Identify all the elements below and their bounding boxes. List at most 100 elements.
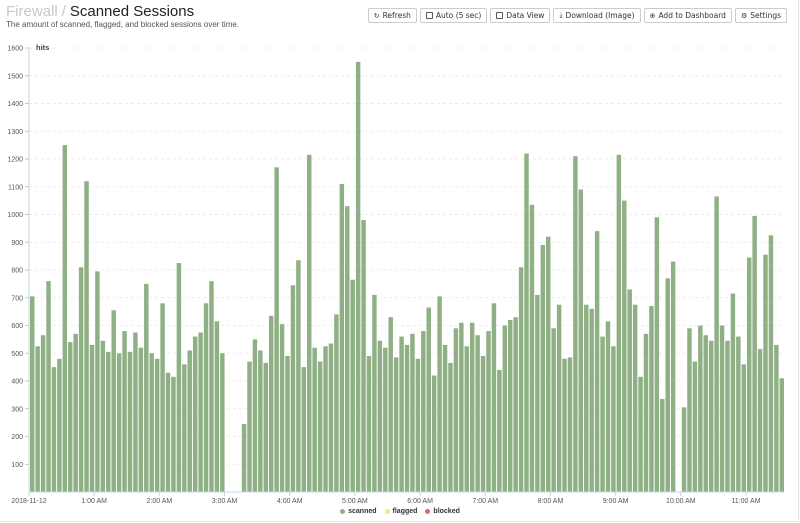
- bar[interactable]: [757, 349, 763, 492]
- bar[interactable]: [719, 325, 725, 493]
- bar[interactable]: [62, 145, 68, 492]
- bar[interactable]: [605, 321, 611, 492]
- bar[interactable]: [410, 333, 415, 492]
- bar[interactable]: [187, 350, 192, 492]
- bar[interactable]: [209, 281, 214, 492]
- refresh-button[interactable]: ↻ Refresh: [367, 8, 417, 23]
- bar[interactable]: [203, 303, 209, 492]
- bar[interactable]: [546, 236, 551, 492]
- bar[interactable]: [317, 361, 323, 492]
- bar[interactable]: [692, 361, 698, 492]
- bar[interactable]: [339, 183, 345, 492]
- bar[interactable]: [448, 362, 453, 492]
- bar[interactable]: [160, 303, 165, 492]
- bar[interactable]: [600, 336, 605, 492]
- bar[interactable]: [736, 336, 741, 492]
- bar[interactable]: [95, 271, 100, 492]
- bar[interactable]: [594, 231, 600, 492]
- bar[interactable]: [665, 278, 670, 492]
- bar[interactable]: [464, 346, 469, 492]
- bar[interactable]: [643, 333, 649, 492]
- bar[interactable]: [263, 362, 269, 492]
- bar[interactable]: [133, 332, 138, 492]
- bar[interactable]: [73, 333, 78, 492]
- bar[interactable]: [89, 344, 95, 492]
- bar[interactable]: [258, 350, 263, 492]
- bar[interactable]: [116, 353, 122, 492]
- bar[interactable]: [703, 335, 708, 492]
- bar[interactable]: [404, 344, 410, 492]
- bar[interactable]: [491, 303, 497, 492]
- bar[interactable]: [529, 204, 535, 492]
- bar[interactable]: [741, 364, 747, 492]
- bar[interactable]: [562, 358, 567, 492]
- bar[interactable]: [616, 154, 622, 492]
- bar[interactable]: [714, 196, 719, 492]
- bar[interactable]: [497, 369, 502, 492]
- bar[interactable]: [589, 308, 594, 492]
- bar[interactable]: [768, 235, 774, 492]
- bar[interactable]: [453, 328, 459, 492]
- bar[interactable]: [57, 358, 62, 492]
- bar[interactable]: [708, 340, 714, 492]
- bar[interactable]: [774, 344, 779, 492]
- bar[interactable]: [513, 317, 518, 492]
- bar[interactable]: [372, 294, 377, 492]
- add-to-dashboard-button[interactable]: ⊕ Add to Dashboard: [643, 8, 732, 23]
- bar[interactable]: [154, 358, 160, 492]
- bar[interactable]: [687, 328, 692, 492]
- bar[interactable]: [165, 372, 171, 492]
- bar[interactable]: [698, 325, 703, 493]
- bar[interactable]: [40, 335, 46, 492]
- bar[interactable]: [649, 306, 654, 492]
- bar[interactable]: [328, 343, 334, 492]
- bar[interactable]: [334, 314, 339, 492]
- bar[interactable]: [752, 215, 757, 492]
- settings-button[interactable]: ⚙ Settings: [734, 8, 787, 23]
- bar[interactable]: [426, 307, 431, 492]
- bar[interactable]: [469, 322, 475, 492]
- bar[interactable]: [535, 294, 540, 492]
- bar[interactable]: [421, 331, 426, 492]
- bar[interactable]: [220, 353, 225, 492]
- bar[interactable]: [323, 346, 328, 492]
- bar[interactable]: [312, 347, 317, 492]
- bar[interactable]: [584, 304, 589, 492]
- bar[interactable]: [138, 347, 144, 492]
- bar[interactable]: [149, 353, 154, 492]
- bar[interactable]: [279, 324, 285, 492]
- bar[interactable]: [171, 376, 176, 492]
- bar[interactable]: [84, 181, 89, 492]
- breadcrumb-firewall[interactable]: Firewall: [6, 3, 58, 20]
- bar[interactable]: [551, 328, 556, 492]
- bar[interactable]: [638, 376, 643, 492]
- bar[interactable]: [654, 217, 660, 492]
- bar[interactable]: [507, 319, 513, 492]
- bar[interactable]: [252, 339, 258, 492]
- bar[interactable]: [399, 336, 404, 492]
- bar[interactable]: [350, 279, 355, 492]
- bar[interactable]: [437, 296, 442, 492]
- bar[interactable]: [144, 283, 149, 492]
- bar[interactable]: [122, 331, 127, 492]
- bar[interactable]: [540, 245, 546, 492]
- bar[interactable]: [779, 378, 785, 492]
- bar[interactable]: [518, 267, 524, 492]
- bar[interactable]: [486, 331, 491, 492]
- bar[interactable]: [241, 424, 247, 492]
- bar[interactable]: [393, 357, 399, 492]
- bar[interactable]: [111, 310, 116, 492]
- bar[interactable]: [100, 340, 106, 492]
- bar[interactable]: [35, 346, 40, 492]
- bar[interactable]: [214, 321, 220, 492]
- bar[interactable]: [567, 357, 573, 492]
- bar[interactable]: [377, 340, 383, 492]
- data-view-toggle[interactable]: Data View: [490, 8, 551, 23]
- bar[interactable]: [68, 342, 73, 492]
- bar[interactable]: [198, 332, 203, 492]
- bar[interactable]: [78, 267, 84, 492]
- bar[interactable]: [355, 61, 361, 492]
- bar[interactable]: [345, 206, 350, 493]
- auto-refresh-toggle[interactable]: Auto (5 sec): [419, 8, 488, 23]
- bar[interactable]: [627, 289, 632, 492]
